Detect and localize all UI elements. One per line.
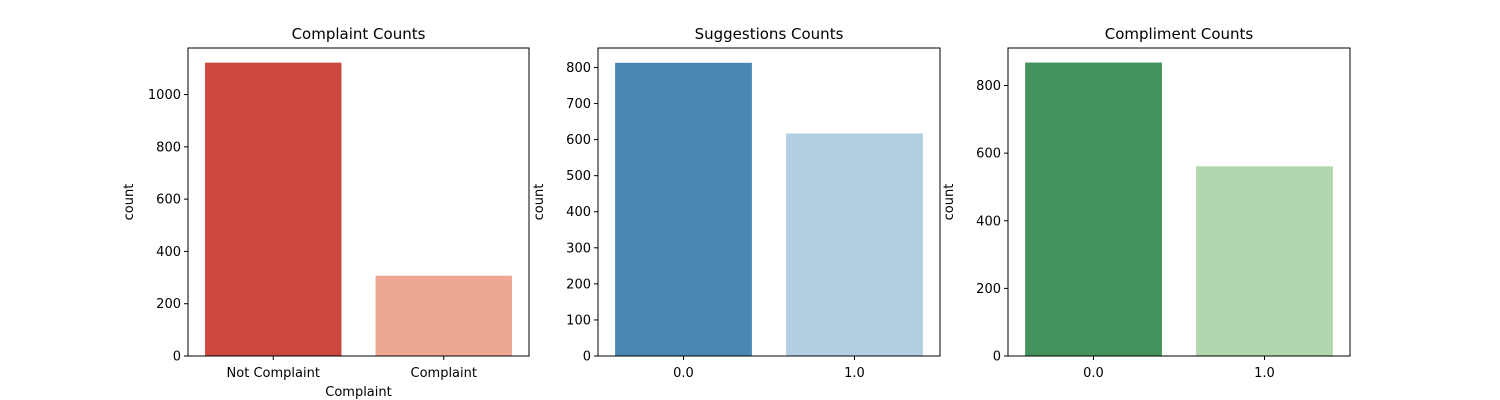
y-tick-label: 400 (156, 245, 181, 260)
chart-title: Compliment Counts (1105, 25, 1254, 43)
x-tick-label: Not Complaint (227, 366, 320, 381)
y-tick-label: 0 (993, 350, 1001, 365)
y-tick-label: 200 (976, 282, 1001, 297)
y-axis-label: count (122, 184, 137, 221)
y-tick-label: 0 (583, 350, 591, 365)
x-tick-label: 0.0 (673, 366, 694, 381)
chart-title: Suggestions Counts (695, 25, 844, 43)
bar-not-complaint (205, 62, 342, 357)
chart-title: Complaint Counts (292, 25, 426, 43)
y-tick-label: 400 (566, 205, 591, 220)
y-tick-label: 800 (976, 79, 1001, 94)
y-tick-label: 500 (566, 169, 591, 184)
y-tick-label: 600 (566, 133, 591, 148)
axes-frame (1007, 47, 1351, 357)
y-tick-label: 100 (566, 313, 591, 328)
axes-frame (597, 47, 941, 357)
y-tick-label: 800 (156, 140, 181, 155)
chart-panel-1: 0 200 400 600 800 1000 Not Complaint Complaint C… (122, 25, 530, 400)
y-axis-label: count (942, 184, 957, 221)
bar-complaint (375, 275, 512, 356)
y-tick-label: 600 (156, 193, 181, 208)
x-tick-label: 1.0 (1254, 366, 1275, 381)
x-tick-label: 1.0 (844, 366, 865, 381)
y-tick-label: 800 (566, 61, 591, 76)
y-tick-label: 1000 (148, 88, 181, 103)
x-axis-label: Complaint (325, 385, 391, 400)
chart-panel-3: 0 200 400 600 800 0.0 1.0 Compliment Counts coun… (942, 25, 1351, 381)
bar-0-0 (1025, 62, 1162, 356)
y-tick-label: 200 (566, 277, 591, 292)
y-tick-label: 700 (566, 97, 591, 112)
y-axis-label: count (532, 184, 547, 221)
bar-1-0 (786, 133, 923, 356)
x-tick-label: Complaint (411, 366, 477, 381)
y-tick-label: 400 (976, 214, 1001, 229)
y-tick-label: 300 (566, 241, 591, 256)
bar-1-0 (1196, 166, 1333, 356)
x-tick-label: 0.0 (1083, 366, 1104, 381)
y-tick-label: 200 (156, 297, 181, 312)
axes-frame (187, 47, 530, 357)
y-tick-label: 0 (173, 350, 181, 365)
y-tick-label: 600 (976, 147, 1001, 162)
bar-0-0 (615, 62, 752, 356)
chart-panel-2: 0 100 200 300 400 500 600 700 800 0.0 1.0 Suggestio… (532, 25, 941, 381)
